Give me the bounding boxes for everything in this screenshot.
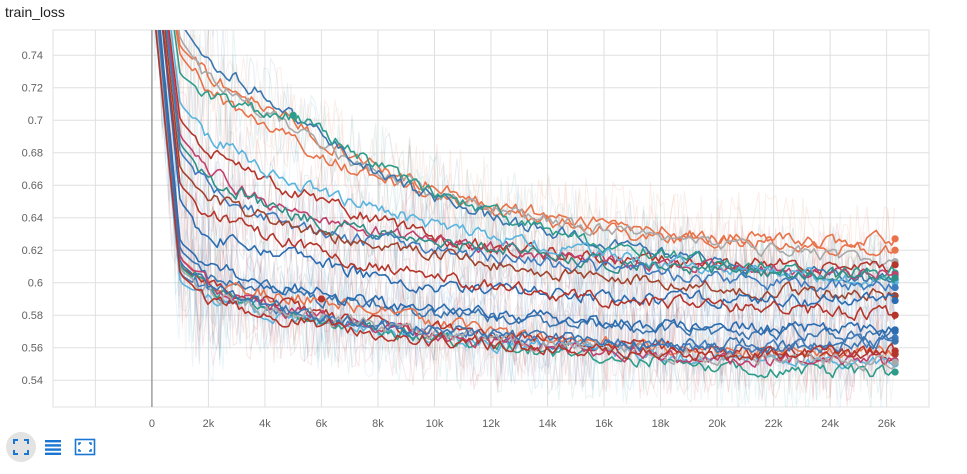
x-tick-label: 0 [149, 418, 155, 430]
x-tick-label: 8k [372, 418, 384, 430]
series-lines [154, 30, 899, 379]
chart-title: train_loss [5, 4, 65, 20]
hover-point [289, 111, 297, 119]
x-tick-label: 10k [426, 418, 444, 430]
series-line [178, 30, 895, 268]
x-tick-label: 16k [595, 418, 613, 430]
x-tick-label: 24k [821, 418, 839, 430]
raw-series-line [182, 30, 895, 301]
x-tick-label: 14k [539, 418, 557, 430]
x-tick-label: 4k [259, 418, 271, 430]
y-tick-label: 0.62 [22, 245, 43, 257]
line-chart[interactable]: 0 2k 4k 6k 8k 10k 12k 14k 16k 18k 20k 22k 24k 26k 0.54… [0, 0, 967, 432]
series-line [165, 30, 896, 293]
series-line [155, 30, 896, 362]
series-line [157, 30, 895, 363]
series-end-point [891, 283, 899, 292]
x-tick-label: 20k [708, 418, 726, 430]
y-tick-label: 0.56 [22, 343, 43, 355]
raw-series-line [160, 30, 895, 322]
y-tick-label: 0.72 [22, 83, 43, 95]
series-end-point [891, 368, 899, 376]
series-end-point [891, 296, 899, 305]
x-tick-label: 2k [203, 418, 215, 430]
y-tick-label: 0.74 [22, 50, 43, 62]
expand-chart-button[interactable] [70, 432, 100, 462]
y-tick-label: 0.7 [28, 115, 43, 127]
series-line [154, 30, 896, 370]
series-end-point [891, 261, 899, 269]
y-tick-label: 0.58 [22, 310, 43, 322]
y-tick-label: 0.68 [22, 148, 43, 160]
expand-chart-icon [74, 438, 96, 456]
series-end-point [891, 246, 899, 254]
chart-toolbar [6, 432, 102, 462]
series-line [170, 30, 895, 288]
raw-series-line [157, 30, 895, 362]
series-end-point [891, 347, 899, 355]
y-tick-label: 0.6 [28, 278, 43, 290]
x-tick-label: 18k [652, 418, 670, 430]
series-line [156, 30, 896, 372]
series-end-point [891, 311, 899, 319]
x-tick-label: 6k [316, 418, 328, 430]
chart-axes: 0 2k 4k 6k 8k 10k 12k 14k 16k 18k 20k 22k 24k 26k 0.54… [22, 30, 896, 430]
data-table-button[interactable] [38, 432, 68, 462]
series-line [168, 30, 896, 275]
series-end-point [891, 326, 899, 334]
x-tick-label: 22k [765, 418, 783, 430]
fit-domain-icon [13, 439, 29, 455]
series-end-point [891, 235, 899, 243]
x-tick-label: 12k [482, 418, 500, 430]
data-table-icon [45, 440, 61, 455]
raw-series-line [151, 30, 895, 407]
raw-series-line [183, 30, 895, 319]
fit-domain-button[interactable] [6, 432, 36, 462]
series-end-point [891, 274, 899, 282]
series-line [156, 30, 895, 355]
raw-series-line [160, 30, 895, 402]
x-tick-label: 26k [878, 418, 896, 430]
hover-point [317, 295, 326, 303]
series-end-point [891, 337, 899, 345]
series-line [173, 30, 896, 282]
y-tick-label: 0.54 [22, 375, 43, 387]
chart-grid [52, 29, 930, 408]
series-line [166, 30, 896, 281]
series-line [162, 30, 896, 321]
y-tick-label: 0.64 [22, 213, 43, 225]
raw-series-line [165, 30, 895, 407]
series-line [165, 30, 896, 284]
series-end-point [891, 358, 899, 366]
y-tick-label: 0.66 [22, 180, 43, 192]
series-line [159, 30, 896, 337]
